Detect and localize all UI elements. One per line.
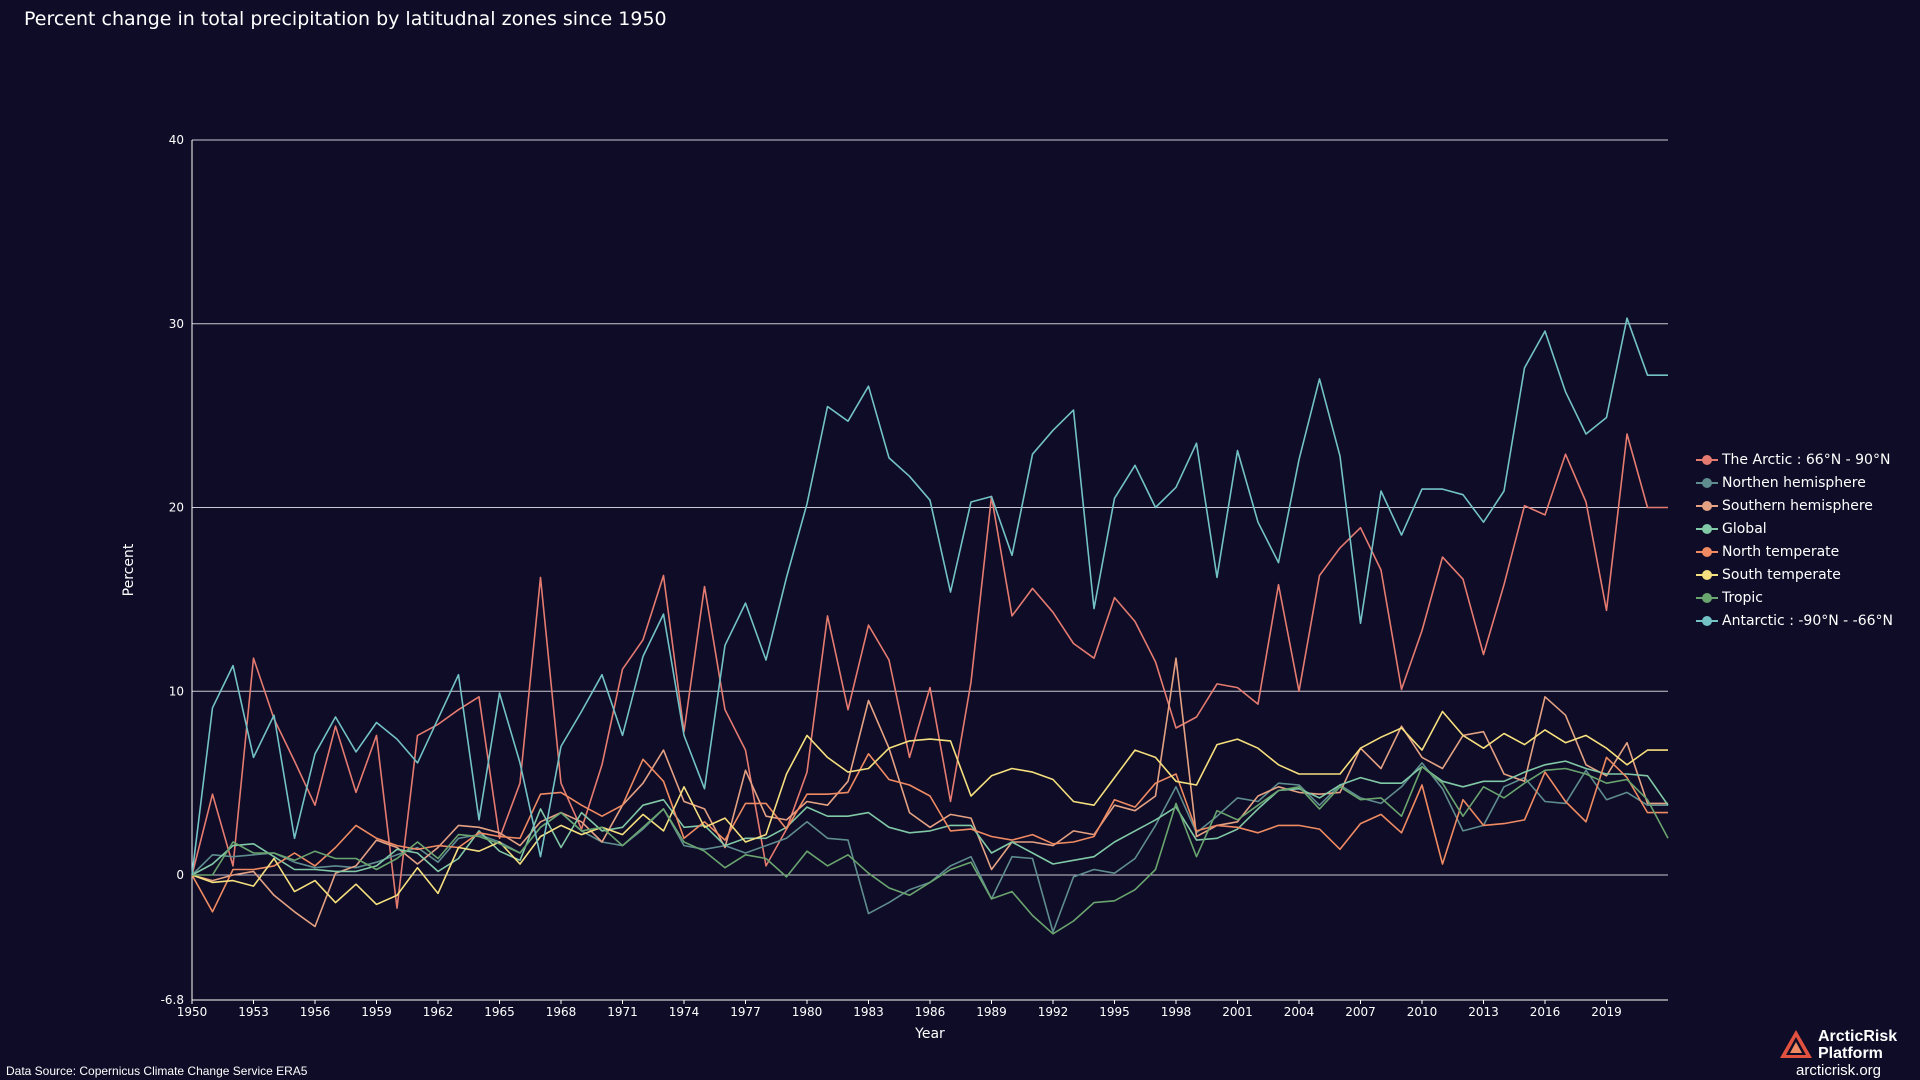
x-axis-title: Year (914, 1026, 945, 1042)
logo-name-line-2: Platform (1818, 1045, 1883, 1062)
legend-label: North temperate (1722, 543, 1840, 560)
series-lines (191, 317, 1669, 935)
x-tick-label: 1998 (1161, 1005, 1192, 1019)
series-line-8[interactable] (191, 317, 1668, 876)
legend-swatch (1696, 477, 1718, 489)
x-tick-label: 1989 (976, 1005, 1007, 1019)
logo-url[interactable]: arcticrisk.org (1796, 1062, 1882, 1079)
legend-swatch (1696, 569, 1718, 581)
x-tick-label: 2004 (1284, 1005, 1315, 1019)
data-source-note: Data Source: Copernicus Climate Change S… (6, 1064, 308, 1078)
legend-swatch (1696, 615, 1718, 627)
x-tick-label: 2016 (1530, 1005, 1561, 1019)
logo-name-line-1: ArcticRisk (1818, 1028, 1898, 1045)
x-tick-label: 2019 (1591, 1005, 1622, 1019)
x-tick-label: 1992 (1038, 1005, 1069, 1019)
x-tick-label: 1986 (915, 1005, 946, 1019)
legend-label: The Arctic : 66°N - 90°N (1722, 451, 1891, 468)
legend-label: Southern hemisphere (1722, 497, 1873, 514)
legend-swatch (1696, 523, 1718, 535)
logo-name: ArcticRisk Platform (1818, 1028, 1897, 1062)
y-tick-label: 40 (169, 133, 184, 147)
legend-item-2[interactable]: Northen hemisphere (1696, 471, 1893, 494)
y-tick-label: 0 (176, 868, 184, 882)
legend-swatch-dot (1702, 570, 1712, 581)
legend-item-3[interactable]: Southern hemisphere (1696, 494, 1893, 517)
legend-item-5[interactable]: North temperate (1696, 540, 1893, 563)
x-tick-label: 1983 (853, 1005, 884, 1019)
x-tick-label: 1995 (1099, 1005, 1130, 1019)
legend-swatch-dot (1702, 500, 1712, 511)
x-tick-label: 1950 (177, 1005, 208, 1019)
legend-item-8[interactable]: Antarctic : -90°N - -66°N (1696, 610, 1893, 633)
legend-swatch-dot (1702, 546, 1712, 557)
x-tick-label: 1974 (669, 1005, 700, 1019)
arcticrisk-logo[interactable]: ArcticRisk Platform arcticrisk.org (1778, 1026, 1908, 1079)
legend-item-7[interactable]: Tropic (1696, 587, 1893, 610)
x-tick-label: 1980 (792, 1005, 823, 1019)
legend-label: Global (1722, 520, 1767, 537)
legend-swatch-dot (1702, 523, 1712, 534)
series-line-6[interactable] (191, 710, 1668, 906)
legend-swatch-dot (1702, 616, 1712, 627)
y-tick-label: 20 (169, 501, 184, 515)
x-tick-label: 2010 (1407, 1005, 1438, 1019)
y-axis-title: Percent (121, 543, 137, 596)
legend-swatch (1696, 546, 1718, 558)
legend-label: Antarctic : -90°N - -66°N (1722, 613, 1893, 630)
legend-swatch (1696, 500, 1718, 512)
legend-swatch-dot (1702, 593, 1712, 604)
x-tick-label: 1977 (730, 1005, 761, 1019)
series-line-5[interactable] (191, 752, 1668, 913)
y-tick-label: 30 (169, 317, 184, 331)
series-line-2[interactable] (191, 762, 1668, 933)
series-line-4[interactable] (191, 760, 1669, 876)
legend-item-4[interactable]: Global (1696, 517, 1893, 540)
x-tick-label: 1965 (484, 1005, 515, 1019)
x-tick-label: 2001 (1222, 1005, 1253, 1019)
legend: The Arctic : 66°N - 90°N Northen hemisphe… (1696, 448, 1893, 633)
x-tick-label: 2013 (1468, 1005, 1499, 1019)
x-tick-label: 1959 (361, 1005, 392, 1019)
x-tick-label: 1956 (300, 1005, 331, 1019)
series-line-1[interactable] (191, 433, 1668, 909)
legend-label: South temperate (1722, 567, 1841, 584)
x-tick-label: 1968 (546, 1005, 577, 1019)
legend-item-6[interactable]: South temperate (1696, 563, 1893, 586)
series-line-3[interactable] (191, 657, 1668, 928)
legend-label: Northen hemisphere (1722, 474, 1866, 491)
legend-item-1[interactable]: The Arctic : 66°N - 90°N (1696, 448, 1893, 471)
legend-swatch-dot (1702, 477, 1712, 488)
x-tick-label: 1953 (238, 1005, 269, 1019)
tick-labels: -6.8 0 10 20 30 40 1950 1953 1956 1959 1962 1965 196… (121, 133, 1622, 1042)
legend-label: Tropic (1722, 590, 1763, 607)
legend-swatch (1696, 454, 1718, 466)
x-tick-label: 2007 (1345, 1005, 1376, 1019)
series-line-7[interactable] (192, 765, 1669, 935)
axes (191, 140, 1668, 1004)
chart-title: Percent change in total precipitation by… (24, 8, 667, 30)
legend-swatch-dot (1702, 454, 1712, 465)
logo-triangle-icon (1780, 1030, 1812, 1058)
x-tick-label: 1971 (607, 1005, 638, 1019)
legend-swatch (1696, 592, 1718, 604)
x-tick-label: 1962 (423, 1005, 454, 1019)
y-tick-label: -6.8 (161, 993, 184, 1007)
y-tick-label: 10 (169, 684, 184, 698)
